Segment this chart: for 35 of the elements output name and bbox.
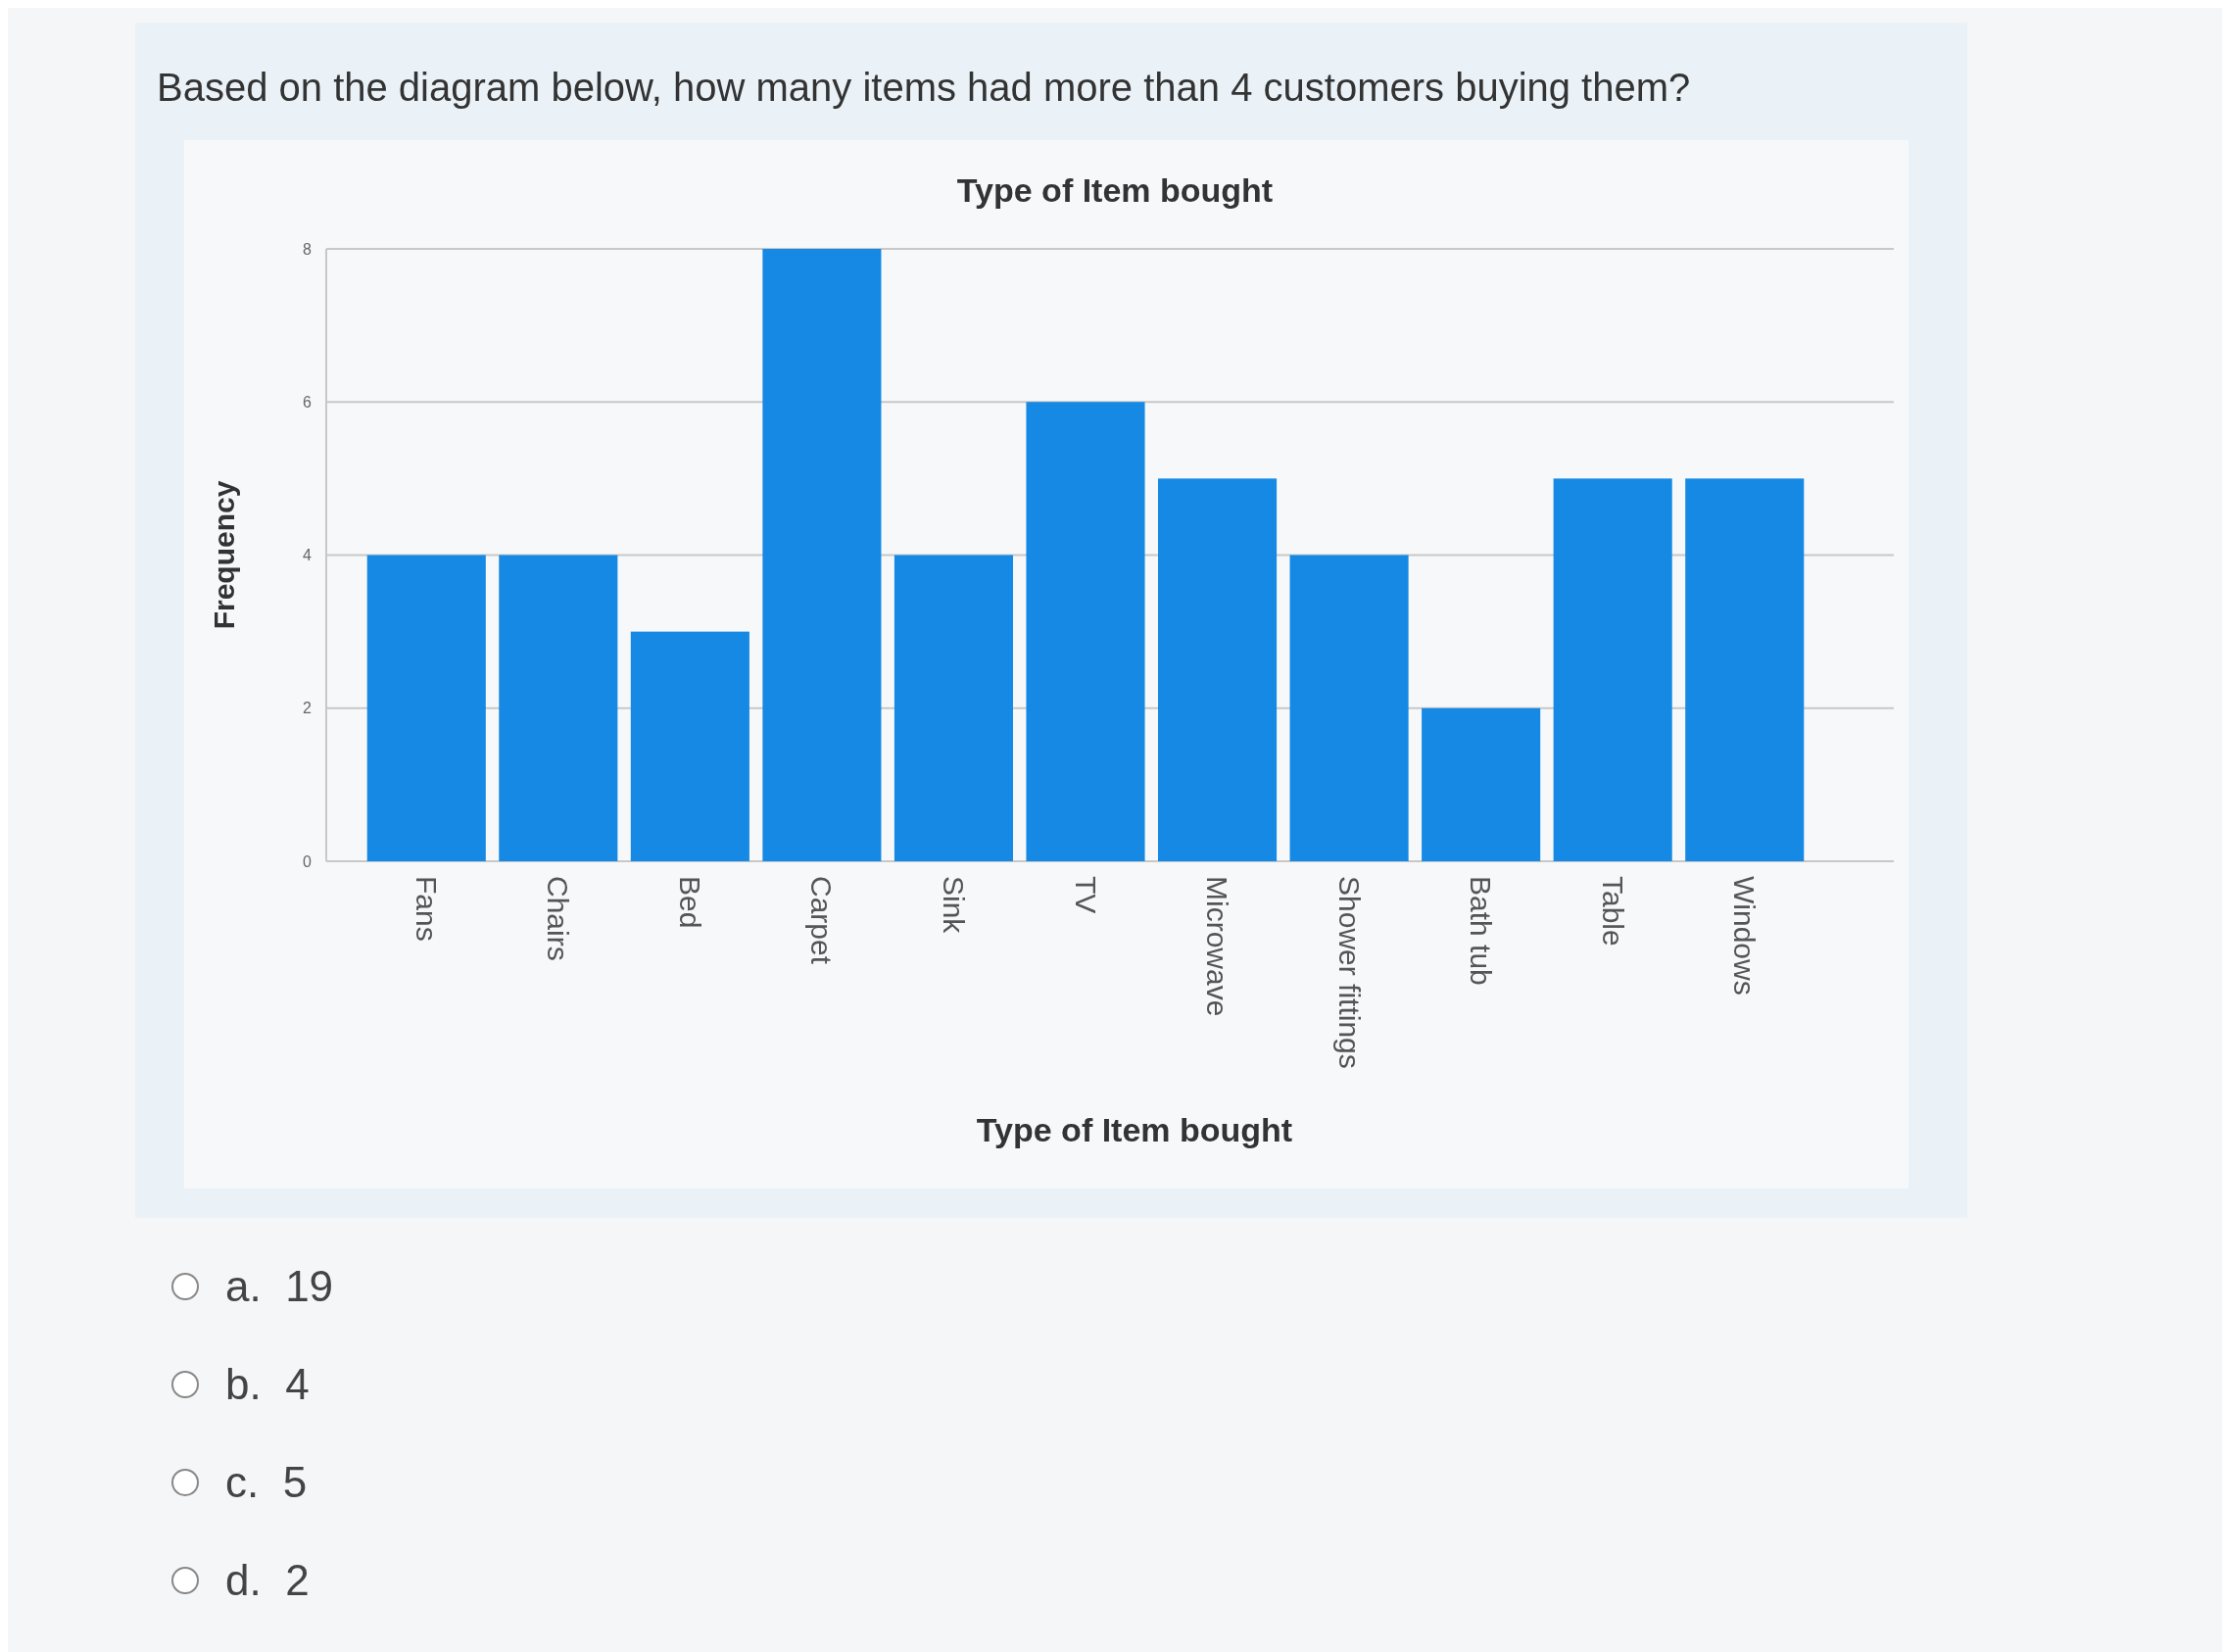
text: b. 4 [225,1360,310,1409]
text: Based on the diagram below, how many items had more than 4 customers buying them? [157,66,1691,109]
x-tick-label: Table [1596,876,1629,947]
y-tick-label: 4 [303,547,313,564]
x-tick-label: Carpet [805,876,839,965]
text: a. 19 [225,1262,334,1311]
chart-title: Type of Item bought [956,171,1274,209]
text: d. 2 [225,1556,310,1605]
y-tick-label: 6 [303,393,313,411]
bar [1685,478,1805,861]
y-axis-title: Frequency [207,480,240,630]
bar [1422,707,1541,861]
x-tick-label: Sink [937,876,970,935]
x-axis-title: Type of Item bought [976,1111,1293,1148]
bar [499,555,618,861]
x-tick-label: Fans [410,876,443,942]
y-tick-label: 8 [303,240,313,258]
y-tick-label: 2 [303,700,313,717]
text: c. 5 [225,1458,308,1507]
x-tick-label: TV [1069,876,1102,914]
bar [630,631,749,861]
y-tick-label: 0 [303,852,313,870]
bar [1553,478,1672,861]
x-tick-label: Microwave [1201,876,1234,1017]
bar [1289,555,1409,861]
x-tick-label: Bath tub [1465,876,1498,986]
x-tick-label: Windows [1728,876,1762,996]
x-tick-label: Shower fittings [1332,876,1366,1069]
x-tick-label: Bed [673,876,706,929]
bar [366,555,486,861]
bar [762,249,882,861]
x-tick-label: Chairs [542,876,575,961]
bar [894,555,1013,861]
bar [1026,402,1145,861]
bar [1158,478,1278,861]
